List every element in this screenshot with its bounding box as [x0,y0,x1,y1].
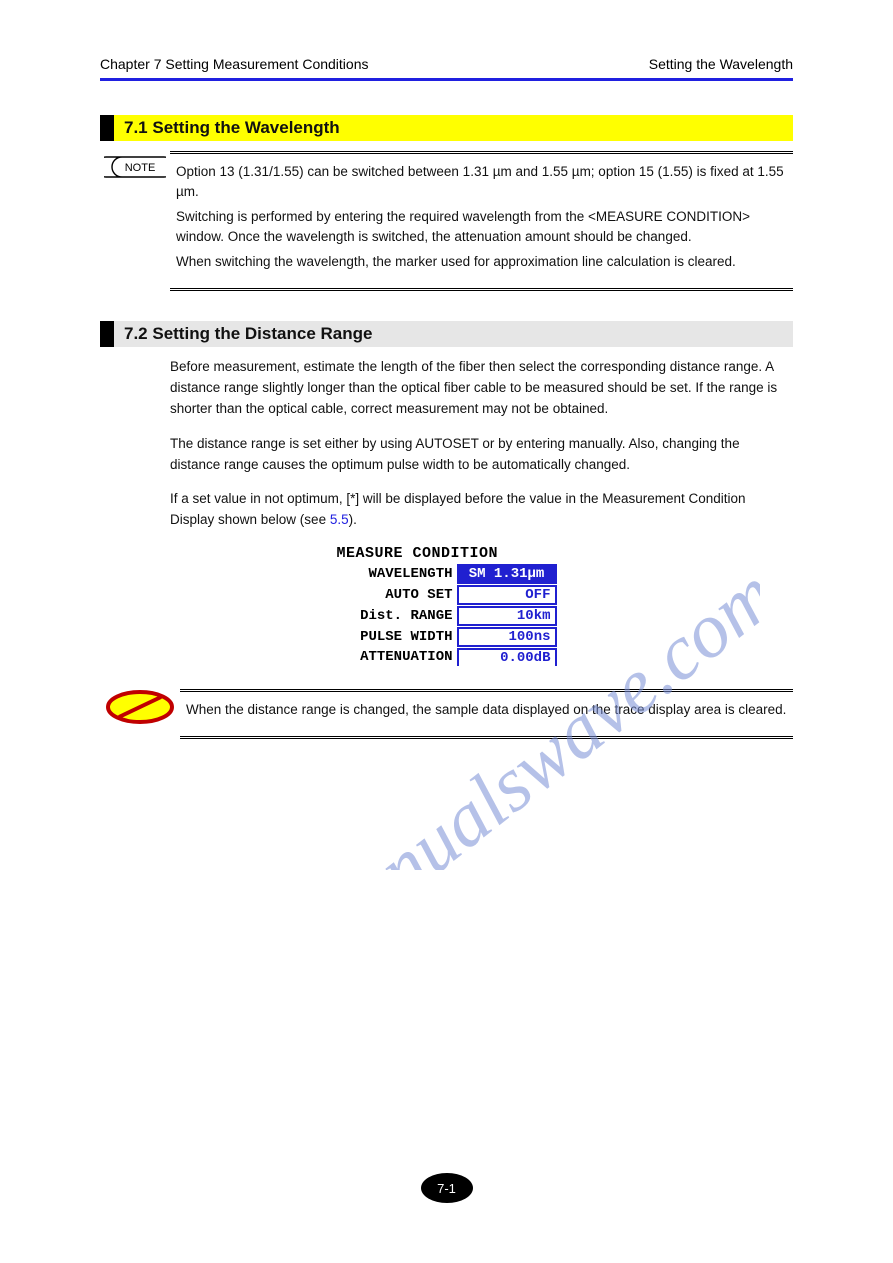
note-block: NOTE Option 13 (1.31/1.55) can be switch… [100,151,793,291]
header-section: Setting the Wavelength [649,56,793,72]
figure-row-value: SM 1.31µm [457,564,557,584]
measure-condition-figure: MEASURE CONDITION WAVELENGTHSM 1.31µmAUT… [100,545,793,667]
section-heading-distance: 7.2 Setting the Distance Range [100,321,793,347]
crossref-link[interactable]: 5.5 [330,512,349,527]
note-line-1: Option 13 (1.31/1.55) can be switched be… [176,162,787,201]
figure-row-value: 10km [457,606,557,626]
figure-row-value: 0.00dB [457,648,557,666]
body-para-3: If a set value in not optimum, [*] will … [170,489,793,531]
caution-block: When the distance range is changed, the … [100,689,793,739]
figure-row-label: PULSE WIDTH [337,629,457,645]
page-number-oval: 7-1 [421,1173,473,1203]
caution-text: When the distance range is changed, the … [186,700,787,720]
note-label: NOTE [125,162,156,174]
figure-row: AUTO SETOFF [337,585,557,605]
section-title: 7.2 Setting the Distance Range [114,321,793,347]
figure-row-value: OFF [457,585,557,605]
section-heading-wavelength: 7.1 Setting the Wavelength [100,115,793,141]
section-title: 7.1 Setting the Wavelength [114,115,793,141]
body-para-1: Before measurement, estimate the length … [170,357,793,420]
caution-body: When the distance range is changed, the … [180,689,793,739]
page-header: Chapter 7 Setting Measurement Conditions… [100,56,793,81]
figure-row-label: Dist. RANGE [337,608,457,624]
note-line-3: When switching the wavelength, the marke… [176,252,787,272]
figure-row: Dist. RANGE10km [337,606,557,626]
body-para-2: The distance range is set either by usin… [170,434,793,476]
page-number: 7-1 [0,1173,893,1203]
note-line-2: Switching is performed by entering the r… [176,207,787,246]
section-body: Before measurement, estimate the length … [170,357,793,531]
header-chapter: Chapter 7 Setting Measurement Conditions [100,56,368,72]
section-marker [100,321,114,347]
figure-row: PULSE WIDTH100ns [337,627,557,647]
figure-row: WAVELENGTHSM 1.31µm [337,564,557,584]
figure-row-label: WAVELENGTH [337,566,457,582]
figure-row: ATTENUATION0.00dB [337,648,557,666]
section-marker [100,115,114,141]
note-body: Option 13 (1.31/1.55) can be switched be… [170,151,793,291]
figure-row-label: ATTENUATION [337,649,457,665]
note-icon: NOTE [100,151,170,291]
figure-row-label: AUTO SET [337,587,457,603]
caution-icon [100,689,180,739]
figure-title: MEASURE CONDITION [337,545,557,562]
figure-row-value: 100ns [457,627,557,647]
